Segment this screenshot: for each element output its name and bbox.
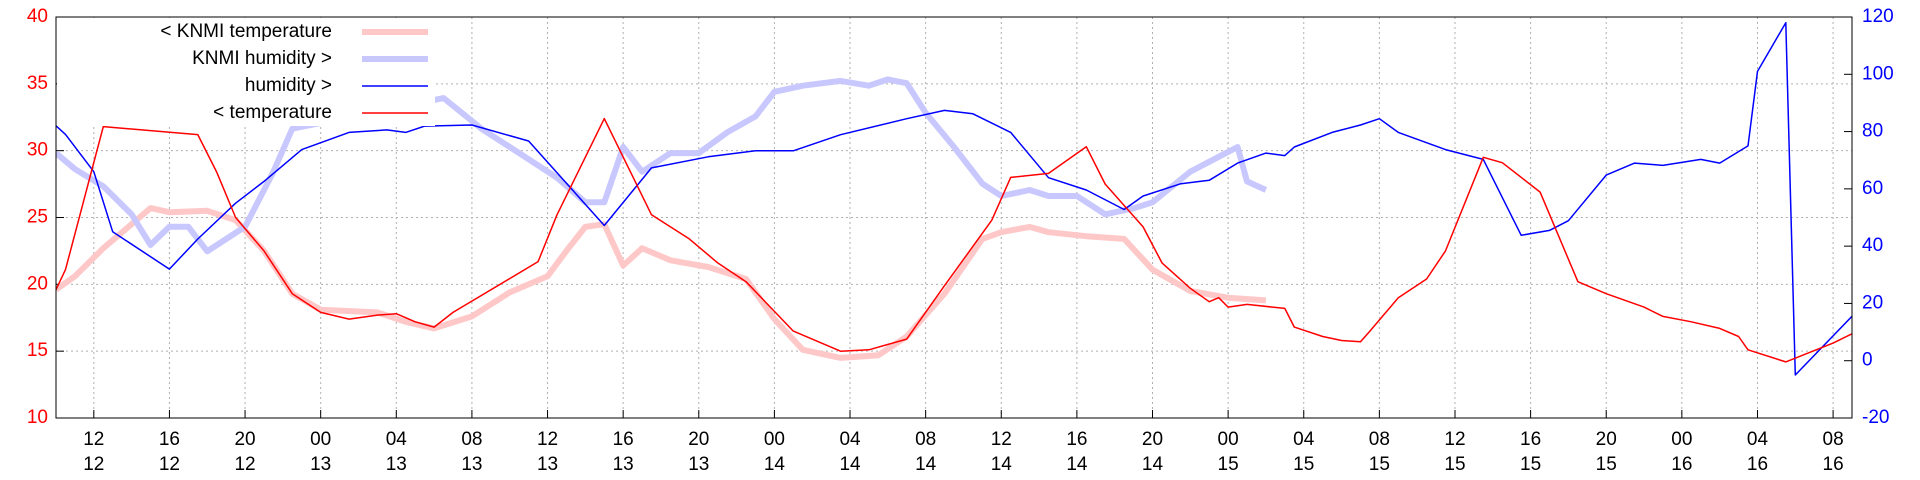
- legend-label: < temperature: [213, 102, 332, 123]
- x-tick-label: 20 14: [1142, 429, 1164, 475]
- x-tick-label: 20 12: [234, 429, 255, 475]
- series-line: [56, 21, 1852, 376]
- plot-frame: [55, 16, 1853, 419]
- x-tick-label: 08 14: [915, 429, 937, 475]
- legend-label: < KNMI temperature: [160, 21, 332, 42]
- y2-tick-label: 80: [1862, 121, 1883, 142]
- y2-tick-label: 60: [1862, 178, 1883, 199]
- x-tick-label: 04 13: [386, 429, 408, 475]
- x-tick-label: 08 16: [1823, 429, 1844, 475]
- y2-tick-label: 20: [1862, 292, 1883, 313]
- x-tick-label: 00 16: [1671, 429, 1692, 475]
- x-tick-label: 00 13: [310, 429, 331, 475]
- y-tick-label: 10: [27, 407, 48, 428]
- legend-label: KNMI humidity >: [192, 48, 332, 69]
- y-tick-label: 30: [27, 140, 48, 161]
- x-tick-label: 20 13: [688, 429, 709, 475]
- x-tick-label: 16 12: [159, 429, 180, 475]
- x-tick-label: 08 13: [461, 429, 482, 475]
- x-tick-label: 12 14: [991, 429, 1013, 475]
- x-tick-label: 16 15: [1520, 429, 1541, 475]
- x-tick-label: 00 14: [764, 429, 786, 475]
- series-line: [56, 76, 1268, 255]
- series-line: [56, 117, 1852, 363]
- legend-box: [57, 18, 435, 126]
- x-tick-label: 20 15: [1596, 429, 1617, 475]
- x-tick-label: 16 13: [613, 429, 634, 475]
- y-tick-label: 40: [27, 6, 48, 27]
- y2-tick-label: 0: [1862, 350, 1873, 371]
- y-tick-label: 25: [27, 207, 48, 228]
- y2-tick-label: 120: [1862, 6, 1894, 27]
- y-tick-label: 35: [27, 73, 48, 94]
- series-line: [56, 205, 1267, 361]
- y-tick-label: 20: [27, 273, 48, 294]
- x-tick-label: 08 15: [1369, 429, 1390, 475]
- x-tick-label: 12 13: [537, 429, 558, 475]
- legend-label: humidity >: [245, 75, 332, 96]
- y2-tick-label: 40: [1862, 235, 1883, 256]
- x-tick-label: 04 14: [839, 429, 861, 475]
- x-tick-label: 04 15: [1293, 429, 1315, 475]
- y2-tick-label: 100: [1862, 63, 1894, 84]
- y-tick-label: 15: [27, 340, 48, 361]
- x-tick-label: 04 16: [1747, 429, 1769, 475]
- x-tick-label: 16 14: [1066, 429, 1088, 475]
- y2-tick-label: -20: [1862, 407, 1889, 428]
- x-tick-label: 00 15: [1218, 429, 1239, 475]
- x-tick-label: 12 15: [1444, 429, 1465, 475]
- x-tick-label: 12 12: [83, 429, 104, 475]
